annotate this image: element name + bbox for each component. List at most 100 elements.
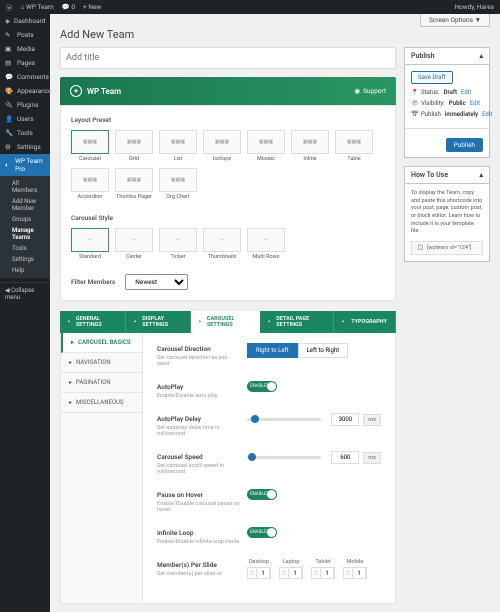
howto-text: To display the Team, copy and paste this… bbox=[411, 190, 483, 236]
preset-org chart[interactable]: ▦▦▦Org Chart bbox=[159, 168, 197, 200]
menu-settings[interactable]: ⚙Settings bbox=[0, 140, 50, 154]
resp-input[interactable] bbox=[320, 568, 334, 578]
autoplay-delay-input[interactable] bbox=[331, 413, 359, 426]
menu-wp-team-pro[interactable]: ◐ WP Team Pro bbox=[0, 154, 50, 176]
tab-general-settings[interactable]: ▪GENERAL SETTINGS bbox=[60, 311, 126, 333]
style-multi rows[interactable]: ▫▫▫Multi Rows bbox=[247, 228, 285, 260]
menu-icon: 👤 bbox=[5, 115, 13, 123]
menu-comments[interactable]: 💬Comments bbox=[0, 70, 50, 84]
preset-grid[interactable]: ▦▦▦Grid bbox=[115, 130, 153, 162]
support-link[interactable]: ◉ Support bbox=[354, 87, 386, 95]
preset-label: Inline bbox=[291, 156, 329, 162]
menu-tools[interactable]: 🔧Tools bbox=[0, 126, 50, 140]
toggle-icon[interactable]: ▴ bbox=[479, 52, 483, 60]
post-title-input[interactable] bbox=[60, 47, 396, 69]
pause-hover-toggle[interactable]: ENABLED bbox=[247, 489, 277, 500]
direction-buttons: Right to Left Left to Right bbox=[247, 343, 348, 358]
snav-carousel-basics[interactable]: ▸CAROUSEL BASICS bbox=[61, 333, 142, 353]
style-thumb: ▫▫▫ bbox=[247, 228, 285, 252]
submenu-groups[interactable]: Groups bbox=[0, 214, 50, 225]
preset-label: Isotope bbox=[203, 156, 241, 162]
save-draft-button[interactable]: Save Draft bbox=[411, 71, 453, 84]
infinite-toggle[interactable]: ENABLED bbox=[247, 527, 277, 538]
preset-isotope[interactable]: ▦▦▦Isotope bbox=[203, 130, 241, 162]
resp-input[interactable] bbox=[256, 568, 270, 578]
menu-appearance[interactable]: 🎨Appearance bbox=[0, 84, 50, 98]
submenu-add-new-member[interactable]: Add New Member bbox=[0, 196, 50, 214]
preset-table[interactable]: ▦▦▦Table bbox=[335, 130, 373, 162]
preset-inline[interactable]: ▦▦▦Inline bbox=[291, 130, 329, 162]
autoplay-delay-slider[interactable] bbox=[247, 418, 321, 421]
resp-mobile: Mobile▢ bbox=[343, 559, 367, 579]
edit-publish-time[interactable]: Edit bbox=[482, 111, 492, 118]
menu-dashboard[interactable]: ◈Dashboard bbox=[0, 14, 50, 28]
device-icon: ▢ bbox=[312, 570, 320, 576]
direction-ltr[interactable]: Left to Right bbox=[298, 343, 349, 358]
edit-status[interactable]: Edit bbox=[461, 89, 471, 96]
snav-pagination[interactable]: ▸PAGINATION bbox=[61, 373, 142, 393]
tab-carousel-settings[interactable]: ▪CAROUSEL SETTINGS bbox=[191, 311, 260, 333]
publish-heading: Publish bbox=[411, 52, 434, 60]
speed-slider[interactable] bbox=[247, 456, 321, 459]
preset-thumb: ▦▦▦ bbox=[71, 168, 109, 192]
menu-users[interactable]: 👤Users bbox=[0, 112, 50, 126]
snav-miscellaneous[interactable]: ▸MISCELLANEOUS bbox=[61, 393, 142, 413]
autoplay-delay-label: AutoPlay Delay bbox=[157, 415, 247, 423]
style-thumbnails[interactable]: ▫▫▫Thumbnails bbox=[203, 228, 241, 260]
publish-button[interactable]: Publish bbox=[446, 138, 483, 152]
admin-sidebar: ◈Dashboard✎Posts▣Media▤Pages💬Comments🎨Ap… bbox=[0, 14, 50, 612]
tab-detail-page-settings[interactable]: ▪DETAIL PAGE SETTINGS bbox=[260, 311, 334, 333]
submenu-help[interactable]: Help bbox=[0, 265, 50, 276]
preset-mosaic[interactable]: ▦▦▦Mosaic bbox=[247, 130, 285, 162]
resp-input[interactable] bbox=[352, 568, 366, 578]
filter-select[interactable]: Newest bbox=[125, 274, 188, 290]
style-ticker[interactable]: ▫▫▫Ticker bbox=[159, 228, 197, 260]
menu-posts[interactable]: ✎Posts bbox=[0, 28, 50, 42]
submenu-tools[interactable]: Tools bbox=[0, 243, 50, 254]
preset-list[interactable]: ▦▦▦List bbox=[159, 130, 197, 162]
menu-plugins[interactable]: 🔌Plugins bbox=[0, 98, 50, 112]
tab-display-settings[interactable]: ▪DISPLAY SETTINGS bbox=[126, 311, 191, 333]
speed-input[interactable] bbox=[331, 451, 359, 464]
menu-pages[interactable]: ▤Pages bbox=[0, 56, 50, 70]
new-content[interactable]: + New bbox=[83, 3, 101, 11]
collapse-menu[interactable]: ◀ Collapse menu bbox=[0, 282, 50, 305]
resp-input[interactable] bbox=[288, 568, 302, 578]
tab-icon: ▪ bbox=[268, 319, 273, 325]
submenu-settings[interactable]: Settings bbox=[0, 254, 50, 265]
toggle-icon[interactable]: ▴ bbox=[479, 171, 483, 179]
wpteam-brand: ✦ WP Team bbox=[70, 85, 121, 97]
filter-label: Filter Members bbox=[71, 278, 115, 286]
style-thumb: ▫▫▫ bbox=[203, 228, 241, 252]
speed-desc: Set carousel scroll speed in millisecond… bbox=[157, 463, 242, 475]
autoplay-desc: Enable/Disable auto play. bbox=[157, 393, 242, 399]
screen-options-toggle[interactable]: Screen Options ▼ bbox=[420, 14, 490, 27]
preset-thumbs pager[interactable]: ▦▦▦Thumbs Pager bbox=[115, 168, 153, 200]
snav-navigation[interactable]: ▸NAVIGATION bbox=[61, 353, 142, 373]
submenu-manage-teams[interactable]: Manage Teams bbox=[0, 225, 50, 243]
style-center[interactable]: ▫▫▫Center bbox=[115, 228, 153, 260]
wp-logo-icon[interactable]: ⓦ bbox=[6, 2, 13, 12]
comments-icon[interactable]: 💬 0 bbox=[62, 3, 75, 11]
menu-icon: ✎ bbox=[5, 31, 13, 39]
edit-visibility[interactable]: Edit bbox=[470, 100, 480, 107]
preset-accordion[interactable]: ▦▦▦Accordion bbox=[71, 168, 109, 200]
preset-carousel[interactable]: ▦▦▦Carousel bbox=[71, 130, 109, 162]
direction-rtl[interactable]: Right to Left bbox=[247, 343, 298, 358]
menu-media[interactable]: ▣Media bbox=[0, 42, 50, 56]
howto-heading: How To Use bbox=[411, 171, 448, 179]
resp-label: Desktop bbox=[247, 559, 271, 565]
shortcode-display[interactable]: 📋[wpteam id="124"] bbox=[411, 241, 483, 255]
resp-laptop: Laptop▢ bbox=[279, 559, 303, 579]
site-home[interactable]: ⌂ WP Team bbox=[21, 3, 54, 11]
menu-icon: ▣ bbox=[5, 45, 13, 53]
style-thumb: ▫▫▫ bbox=[115, 228, 153, 252]
style-standard[interactable]: ▫▫▫Standard bbox=[71, 228, 109, 260]
tab-typography[interactable]: ▪TYPOGRAPHY bbox=[334, 311, 396, 333]
submenu-all-members[interactable]: All Members bbox=[0, 178, 50, 196]
direction-desc: Set carousel direction as you need. bbox=[157, 355, 242, 367]
layout-preset-label: Layout Preset bbox=[71, 116, 385, 124]
autoplay-toggle[interactable]: ENABLED bbox=[247, 381, 277, 392]
user-greeting[interactable]: Howdy, Hares bbox=[454, 3, 494, 11]
publish-box: Publish▴ Save Draft 📍Status: Draft Edit … bbox=[404, 47, 490, 158]
